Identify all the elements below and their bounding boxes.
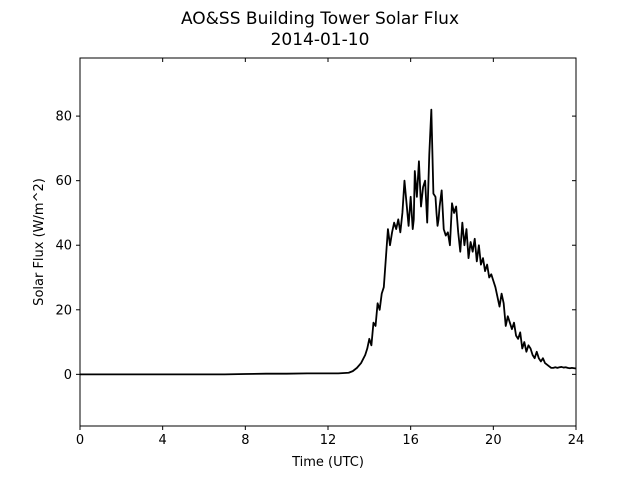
x-tick-label: 16	[402, 433, 419, 448]
plot-frame	[79, 57, 577, 427]
y-tick-label: 20	[55, 303, 72, 318]
y-tick-label: 80	[55, 110, 72, 125]
x-tick-label: 12	[320, 433, 337, 448]
y-tick-label: 0	[64, 368, 72, 383]
x-axis: 0 4 8 12 16 20 24	[76, 58, 584, 448]
x-tick-label: 4	[159, 433, 167, 448]
solar-flux-line	[80, 108, 577, 376]
x-tick-label: 24	[568, 433, 585, 448]
y-tick-label: 60	[55, 174, 72, 189]
x-tick-label: 0	[76, 433, 84, 448]
x-tick-label: 20	[485, 433, 502, 448]
x-tick-label: 8	[241, 433, 249, 448]
chart-title: AO&SS Building Tower Solar Flux	[181, 9, 459, 29]
chart-subtitle: 2014-01-10	[271, 30, 370, 50]
y-axis-label: Solar Flux (W/m^2)	[32, 178, 47, 306]
x-axis-label: Time (UTC)	[291, 455, 364, 470]
y-tick-label: 40	[55, 239, 72, 254]
y-axis: 0 20 40 60 80	[55, 110, 576, 383]
